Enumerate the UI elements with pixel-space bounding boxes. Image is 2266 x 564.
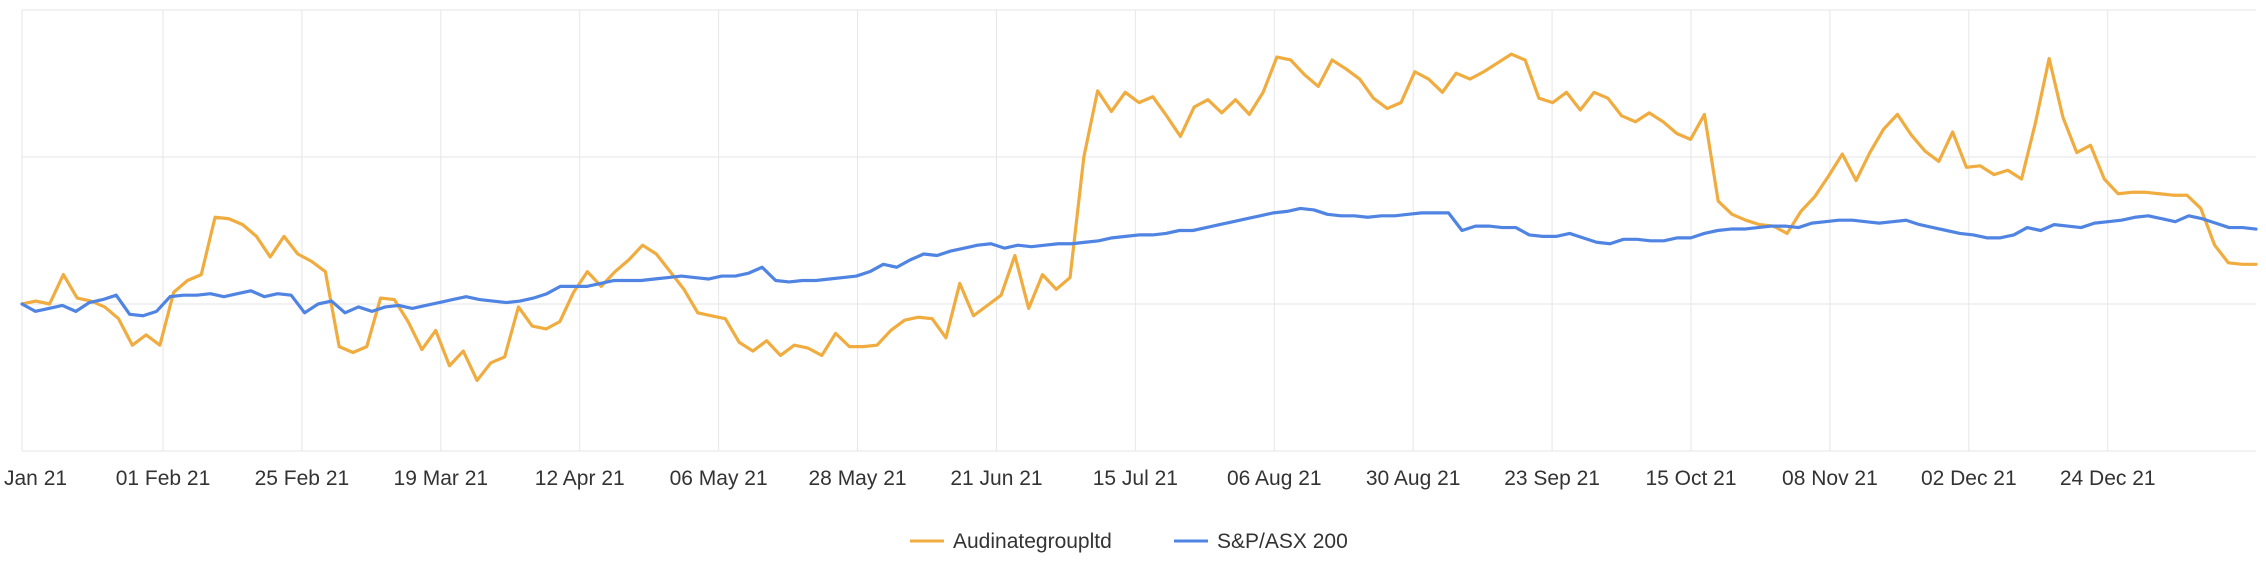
legend-label-audinate: Audinategroupltd: [953, 530, 1112, 553]
x-axis-tick-labels: Jan 21 01 Feb 21 25 Feb 21 19 Mar 21 12 Apr …: [4, 467, 2156, 490]
x-tick-label: 15 Oct 21: [1645, 467, 1736, 490]
x-tick-label: 21 Jun 21: [950, 467, 1042, 490]
x-tick-label: 01 Feb 21: [116, 467, 211, 490]
grid-lines: [21, 9, 2256, 452]
legend-item-sp-asx-200[interactable]: S&P/ASX 200: [1174, 530, 1348, 553]
series-line-audinate: [20, 52, 2258, 383]
x-tick-label: 08 Nov 21: [1782, 467, 1878, 490]
x-tick-label: 19 Mar 21: [394, 467, 489, 490]
x-tick-label: 28 May 21: [809, 467, 907, 490]
legend[interactable]: Audinategroupltd S&P/ASX 200: [910, 530, 1348, 553]
x-tick-label: 06 May 21: [670, 467, 768, 490]
x-tick-label: 15 Jul 21: [1093, 467, 1178, 490]
series-line-sp-asx-200: [20, 206, 2258, 318]
legend-label-sp-asx-200: S&P/ASX 200: [1217, 530, 1348, 553]
x-tick-label: 25 Feb 21: [255, 467, 350, 490]
x-tick-label: 06 Aug 21: [1227, 467, 1322, 490]
x-tick-label: 30 Aug 21: [1366, 467, 1461, 490]
x-tick-label: 24 Dec 21: [2060, 467, 2156, 490]
series-lines: [20, 52, 2258, 383]
x-tick-label: 12 Apr 21: [535, 467, 625, 490]
x-tick-label: Jan 21: [4, 467, 67, 490]
legend-item-audinate[interactable]: Audinategroupltd: [910, 530, 1112, 553]
x-tick-label: 02 Dec 21: [1921, 467, 2017, 490]
x-tick-label: 23 Sep 21: [1504, 467, 1600, 490]
